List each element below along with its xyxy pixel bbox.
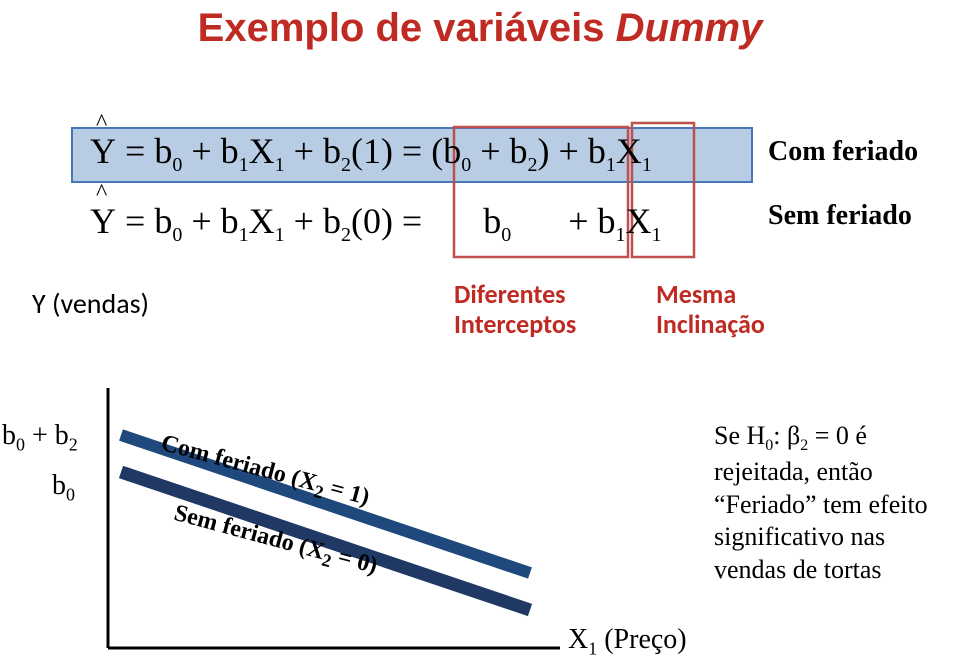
eq2-yhat: Y xyxy=(90,200,116,242)
label-sem-feriado: Sem feriado xyxy=(768,200,912,232)
y-axis-label: Y (vendas) xyxy=(32,286,149,321)
label-com-feriado: Com feriado xyxy=(768,136,918,168)
hypothesis-text: Se H0: β2 = 0 é rejeitada, então “Feriad… xyxy=(714,420,954,586)
label-diferentes-interceptos: Diferentes Interceptos xyxy=(454,280,576,340)
label-mesma-inclinacao: Mesma Inclinação xyxy=(656,280,765,340)
intercept-b0-label: b0 xyxy=(52,470,75,506)
x-axis-label: X1 (Preço) xyxy=(568,624,687,660)
equation-sem-feriado: Y = b0 + b1X1 + b2(0) = b0 + b1X1 xyxy=(90,200,662,247)
equation-com-feriado: Y = b0 + b1X1 + b2(1) = (b0 + b2) + b1X1 xyxy=(90,130,652,177)
intercept-sum-label: b0 + b2 xyxy=(2,420,78,456)
eq1-yhat: Y xyxy=(90,130,116,172)
